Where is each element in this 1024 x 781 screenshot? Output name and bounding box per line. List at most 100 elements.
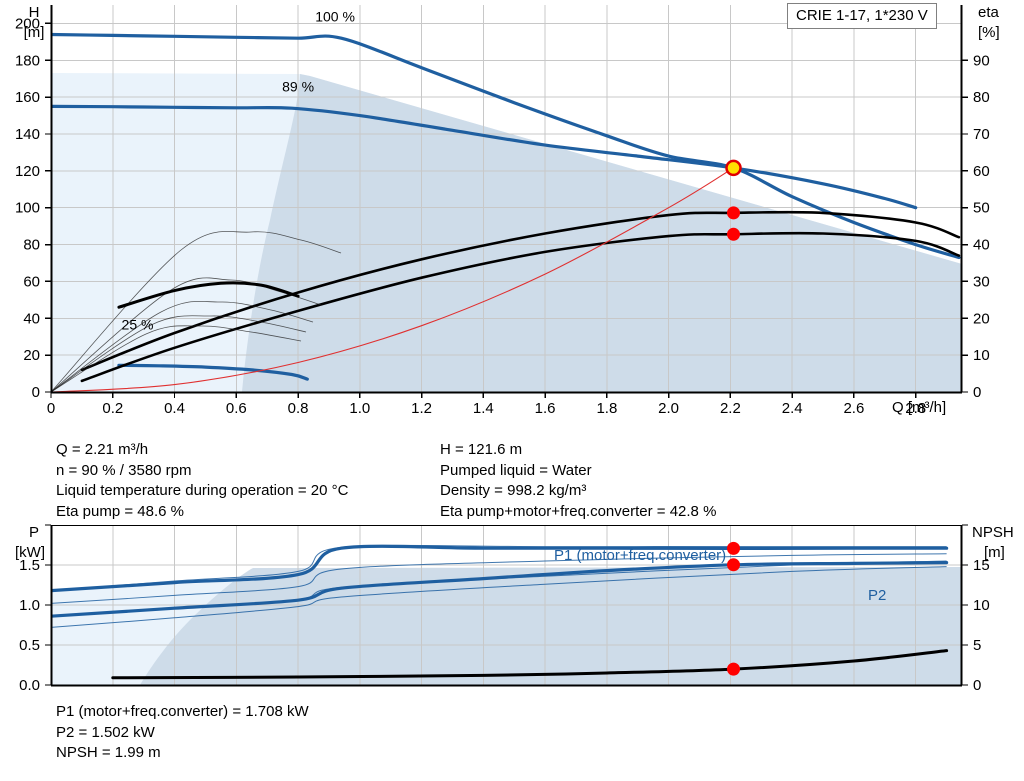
info-p1: P1 (motor+freq.converter) = 1.708 kW [56,703,309,720]
npsh-axis-unit: [m] [984,544,1005,561]
speed-annotation-1: 89 % [282,79,314,95]
curve-eta-pump-motor-freq-converter [80,231,961,383]
svg-text:1.6: 1.6 [535,400,556,417]
svg-text:50: 50 [973,200,990,217]
svg-text:90: 90 [973,52,990,69]
svg-text:30: 30 [973,273,990,290]
power-speed-guide-3 [51,566,947,628]
svg-text:200: 200 [15,15,40,32]
p2-curve-label: P2 [868,587,886,604]
reduced-speed-guide-3 [51,315,307,392]
head-tick-labels: 0 0.2 0.4 0.6 0.8 1.0 1.2 1.4 1.6 1.8 2.0 2.2 2.4 2.6… [15,9,990,417]
svg-text:0.5: 0.5 [19,637,40,654]
svg-text:2.0: 2.0 [658,400,679,417]
power-speed-guide-0 [51,544,947,592]
p-axis-title: P [29,524,39,541]
svg-text:10: 10 [973,347,990,364]
head-duty-points [725,159,742,241]
duty-info-right: H = 121.6 m Pumped liquid = Water Densit… [440,440,716,522]
svg-text:140: 140 [15,126,40,143]
svg-text:0: 0 [32,384,40,401]
head-chart: 0 0.2 0.4 0.6 0.8 1.0 1.2 1.4 1.6 1.8 2.0 2.2 2.4 2.6… [15,4,1000,417]
svg-text:20: 20 [973,310,990,327]
head-gridlines [51,5,962,392]
p-axis-unit: [kW] [15,544,45,561]
info-eta-total: Eta pump+motor+freq.converter = 42.8 % [440,502,717,520]
svg-text:2.8: 2.8 [905,400,926,417]
info-liquid-temp: Liquid temperature during operation = 20… [56,482,349,499]
curve-eta-low-speed [117,281,300,309]
svg-text:100: 100 [15,200,40,217]
info-q: Q = 2.21 m³/h [56,441,149,458]
power-axes [50,524,963,687]
info-eta-pump: Eta pump = 48.6 % [56,502,184,520]
head-axes [50,5,963,394]
power-curves [51,544,949,680]
info-pumped-liquid: Pumped liquid = Water [440,461,592,479]
duty-point-npsh[interactable] [727,662,740,676]
eta-axis-title: eta [978,4,1000,21]
model-title-box: CRIE 1-17, 1*230 V [787,3,937,29]
svg-text:160: 160 [15,89,40,106]
power-duty-points [727,541,740,676]
info-p2: P2 = 1.502 kW [56,723,155,741]
duty-point-head[interactable] [725,159,742,177]
svg-text:60: 60 [23,273,40,290]
info-npsh: NPSH = 1.99 m [56,744,161,761]
power-envelope [51,567,962,685]
svg-text:2.6: 2.6 [843,400,864,417]
q-axis-title: Q [m³/h] [892,399,946,416]
svg-text:70: 70 [973,126,990,143]
svg-text:80: 80 [23,237,40,254]
power-chart: 0.0 0.5 1.0 1.5 0 5 10 15 P [kW] NPSH [m] P1 (m… [15,524,1014,694]
svg-text:0.4: 0.4 [164,400,185,417]
curve-h-curve-25- [117,363,309,381]
svg-text:180: 180 [15,52,40,69]
power-speed-guide-2 [51,560,947,617]
duty-point-p1[interactable] [727,541,740,555]
reduced-speed-guide-0 [51,230,342,392]
svg-text:0.6: 0.6 [226,400,247,417]
duty-info-left: Q = 2.21 m³/h n = 90 % / 3580 rpm Liquid… [56,440,348,522]
duty-point-p2[interactable] [727,558,740,572]
speed-annotation-0: 100 % [315,9,355,25]
eta-axis-unit: [%] [978,24,1000,41]
h-axis-unit: [m] [24,24,45,41]
power-info: P1 (motor+freq.converter) = 1.708 kW P2 … [56,702,309,764]
svg-text:1.2: 1.2 [411,400,432,417]
svg-text:15: 15 [973,557,990,574]
svg-text:0: 0 [973,384,981,401]
svg-text:1.4: 1.4 [473,400,494,417]
power-tick-labels: 0.0 0.5 1.0 1.5 0 5 10 15 [19,557,990,694]
power-ticks [45,524,968,686]
svg-text:0: 0 [973,677,981,694]
curve-p1-motor-freq-converter- [51,544,949,593]
svg-text:5: 5 [973,637,981,654]
svg-text:120: 120 [15,163,40,180]
p1-curve-label: P1 (motor+freq.converter) [554,547,726,564]
reduced-speed-guide-2 [51,300,314,392]
curve-npsh [111,649,949,680]
svg-text:1.8: 1.8 [596,400,617,417]
svg-text:1.5: 1.5 [19,557,40,574]
svg-text:2.2: 2.2 [720,400,741,417]
info-n: n = 90 % / 3580 rpm [56,461,192,479]
head-ticks [45,22,968,398]
svg-text:20: 20 [23,347,40,364]
curve-h-curve-89- [51,104,918,210]
power-speed-guide-1 [51,553,947,604]
duty-point-eta-pump[interactable] [727,206,740,220]
svg-text:0.8: 0.8 [288,400,309,417]
npsh-axis-title: NPSH [972,524,1014,541]
svg-text:1.0: 1.0 [19,597,40,614]
speed-annotation-2: 25 % [122,316,154,332]
curve-system-curve [51,167,735,392]
h-axis-title: H [29,4,40,21]
svg-text:0.2: 0.2 [102,400,123,417]
curve-eta-pump-max [80,210,961,372]
svg-text:1.0: 1.0 [349,400,370,417]
svg-text:40: 40 [23,310,40,327]
reduced-speed-guide-4 [51,325,302,392]
duty-point-eta-total[interactable] [727,227,740,241]
